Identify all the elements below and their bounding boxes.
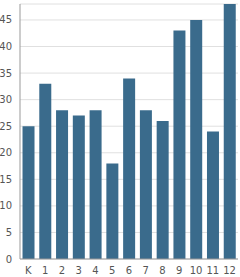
- svg-text:45: 45: [8, 14, 12, 25]
- svg-text:10: 10: [8, 200, 12, 211]
- svg-text:2: 2: [59, 265, 65, 276]
- svg-text:7: 7: [143, 265, 149, 276]
- svg-text:40: 40: [8, 41, 12, 52]
- svg-text:4: 4: [92, 265, 98, 276]
- svg-text:K: K: [25, 265, 32, 276]
- svg-text:30: 30: [8, 94, 12, 105]
- svg-text:25: 25: [8, 121, 12, 132]
- svg-text:12: 12: [223, 265, 232, 276]
- svg-text:35: 35: [8, 68, 12, 79]
- svg-text:15: 15: [8, 174, 12, 185]
- svg-text:10: 10: [190, 265, 203, 276]
- svg-text:8: 8: [159, 265, 165, 276]
- svg-text:11: 11: [206, 265, 219, 276]
- svg-text:6: 6: [126, 265, 132, 276]
- svg-text:1: 1: [42, 265, 48, 276]
- svg-text:0: 0: [8, 254, 12, 265]
- svg-text:20: 20: [8, 147, 12, 158]
- svg-text:3: 3: [76, 265, 82, 276]
- svg-text:9: 9: [176, 265, 182, 276]
- svg-text:5: 5: [8, 227, 12, 238]
- svg-text:5: 5: [109, 265, 115, 276]
